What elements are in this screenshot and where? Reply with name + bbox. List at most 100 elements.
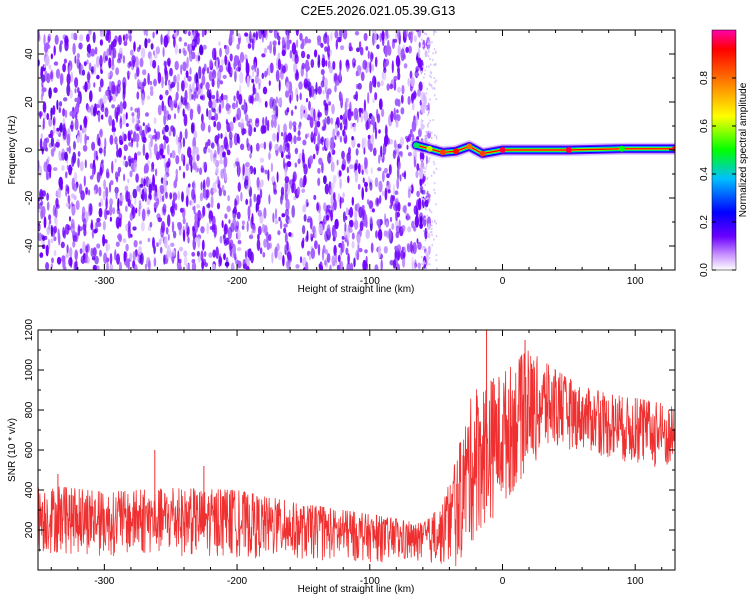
noise-blob bbox=[206, 67, 210, 74]
noise-blob bbox=[281, 36, 285, 47]
noise-speckle bbox=[427, 191, 430, 194]
noise-blob bbox=[374, 264, 379, 270]
noise-blob bbox=[293, 62, 298, 74]
noise-speckle bbox=[435, 31, 437, 33]
noise-blob bbox=[200, 121, 206, 132]
noise-blob bbox=[394, 249, 397, 260]
noise-blob bbox=[277, 251, 283, 261]
noise-blob bbox=[340, 93, 343, 104]
noise-blob bbox=[53, 236, 57, 242]
noise-blob bbox=[149, 221, 153, 228]
noise-blob bbox=[46, 201, 50, 211]
noise-blob bbox=[376, 44, 380, 50]
noise-blob bbox=[50, 136, 55, 147]
noise-blob bbox=[41, 81, 44, 88]
noise-blob bbox=[412, 242, 417, 255]
noise-blob bbox=[54, 207, 58, 219]
noise-blob bbox=[285, 81, 290, 92]
noise-blob bbox=[344, 222, 347, 232]
noise-blob bbox=[296, 39, 299, 48]
noise-blob bbox=[73, 261, 78, 270]
noise-blob bbox=[116, 83, 121, 94]
noise-speckle bbox=[422, 99, 424, 102]
noise-speckle bbox=[429, 119, 431, 122]
noise-blob bbox=[40, 209, 44, 220]
noise-blob bbox=[178, 101, 182, 109]
noise-blob bbox=[159, 144, 162, 150]
noise-blob bbox=[74, 118, 79, 131]
noise-blob bbox=[194, 35, 198, 48]
noise-blob bbox=[272, 212, 275, 223]
noise-blob bbox=[192, 145, 196, 154]
noise-blob bbox=[53, 61, 59, 66]
noise-blob bbox=[122, 160, 126, 167]
noise-blob bbox=[50, 148, 55, 157]
noise-blob bbox=[313, 125, 318, 137]
noise-blob bbox=[417, 47, 421, 59]
noise-blob bbox=[410, 76, 415, 88]
noise-blob bbox=[182, 108, 185, 117]
noise-blob bbox=[413, 35, 417, 43]
noise-blob bbox=[239, 71, 244, 84]
noise-blob bbox=[127, 191, 131, 201]
noise-blob bbox=[199, 46, 204, 56]
noise-blob bbox=[170, 242, 175, 247]
noise-blob bbox=[97, 222, 102, 227]
noise-speckle bbox=[423, 174, 426, 177]
noise-blob bbox=[263, 141, 267, 150]
noise-blob bbox=[169, 67, 173, 77]
noise-speckle bbox=[432, 119, 434, 122]
noise-blob bbox=[211, 94, 215, 100]
noise-blob bbox=[270, 118, 274, 128]
noise-blob bbox=[59, 184, 63, 191]
noise-blob bbox=[139, 125, 143, 136]
noise-blob bbox=[400, 136, 404, 147]
noise-blob bbox=[317, 133, 321, 147]
noise-speckle bbox=[427, 42, 429, 45]
signal-point bbox=[426, 145, 433, 152]
noise-blob bbox=[189, 108, 194, 121]
noise-blob bbox=[396, 177, 400, 190]
noise-blob bbox=[173, 30, 176, 34]
noise-blob bbox=[371, 208, 375, 213]
noise-blob bbox=[216, 121, 222, 131]
noise-speckle bbox=[436, 267, 438, 270]
noise-blob bbox=[318, 157, 323, 165]
noise-speckle bbox=[431, 59, 434, 61]
noise-blob bbox=[302, 204, 307, 213]
noise-speckle bbox=[431, 228, 433, 231]
noise-blob bbox=[192, 137, 197, 150]
noise-blob bbox=[318, 223, 323, 235]
noise-blob bbox=[341, 150, 345, 160]
noise-blob bbox=[140, 47, 146, 59]
noise-speckle bbox=[421, 170, 424, 173]
noise-speckle bbox=[428, 159, 430, 162]
noise-blob bbox=[83, 175, 86, 187]
noise-blob bbox=[323, 175, 327, 185]
heatmap-plot-area bbox=[38, 30, 675, 270]
noise-blob bbox=[241, 220, 245, 225]
noise-blob bbox=[213, 224, 218, 237]
noise-blob bbox=[274, 219, 279, 225]
noise-speckle bbox=[431, 233, 433, 236]
noise-blob bbox=[81, 69, 86, 76]
noise-blob bbox=[131, 205, 134, 216]
noise-blob bbox=[348, 227, 353, 233]
noise-blob bbox=[40, 70, 43, 79]
noise-blob bbox=[358, 247, 363, 253]
noise-blob bbox=[196, 204, 201, 209]
noise-blob bbox=[190, 122, 195, 134]
noise-blob bbox=[103, 239, 108, 244]
noise-blob bbox=[66, 147, 70, 152]
noise-blob bbox=[153, 257, 157, 267]
noise-blob bbox=[138, 206, 141, 217]
noise-blob bbox=[47, 35, 51, 44]
noise-blob bbox=[279, 144, 283, 154]
noise-blob bbox=[64, 109, 68, 119]
noise-blob bbox=[114, 35, 118, 44]
noise-speckle bbox=[425, 193, 428, 196]
noise-blob bbox=[64, 223, 70, 235]
colorbar-label: Normalized spectral amplitude bbox=[738, 82, 749, 217]
noise-blob bbox=[389, 204, 393, 209]
noise-blob bbox=[219, 64, 224, 73]
